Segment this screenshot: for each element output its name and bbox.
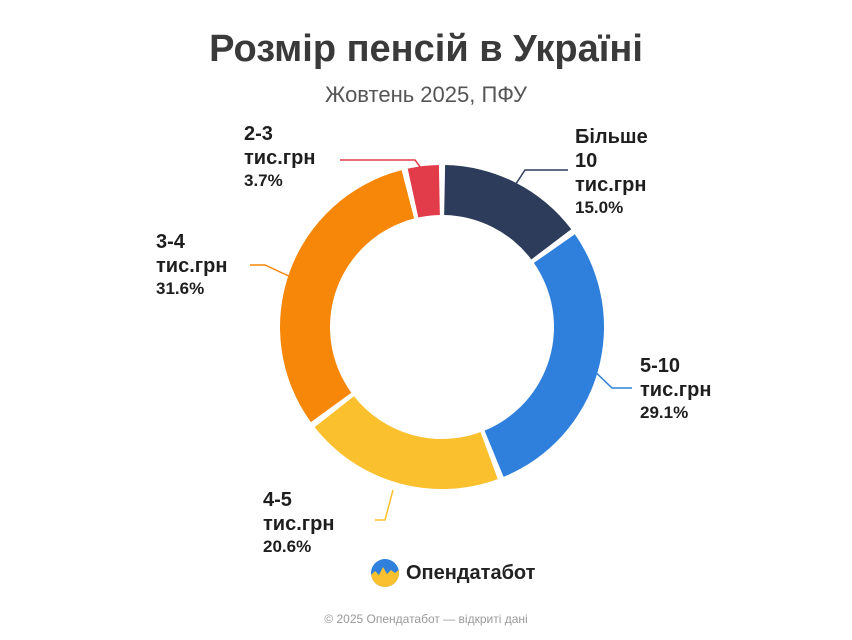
slice-label: тис.грн (244, 147, 315, 169)
donut-slice (279, 170, 415, 423)
slice-percent-label: 31.6% (156, 279, 204, 298)
slice-label: тис.грн (575, 174, 646, 196)
slice-percent-label: 15.0% (575, 198, 623, 217)
slice-label: тис.грн (640, 379, 711, 401)
slice-label: Більше (575, 126, 648, 148)
donut-slice (314, 396, 498, 490)
donut-slices (279, 165, 604, 490)
slice-label: 10 (575, 150, 597, 172)
slice-label: 4-5 (263, 489, 292, 511)
leader-line (250, 264, 294, 279)
brand: Опендатабот (370, 558, 535, 588)
brand-name: Опендатабот (406, 561, 536, 584)
donut-slice (407, 165, 440, 218)
leader-lines (250, 159, 632, 521)
leader-line (340, 159, 425, 173)
slice-label: тис.грн (156, 255, 227, 277)
footer-text: © 2025 Опендатабот — відкриті дані (324, 612, 528, 626)
opendatabot-logo-icon (371, 559, 399, 587)
chart-subtitle: Жовтень 2025, ПФУ (325, 82, 527, 107)
chart-title: Розмір пенсій в Україні (209, 28, 643, 70)
slice-label: 5-10 (640, 355, 680, 377)
slice-percent-label: 3.7% (244, 171, 283, 190)
slice-percent-label: 20.6% (263, 537, 311, 556)
donut-slice (484, 234, 604, 477)
leader-line (584, 361, 632, 389)
leader-line (375, 489, 394, 521)
slice-percent-label: 29.1% (640, 403, 688, 422)
slice-label: тис.грн (263, 513, 334, 535)
slice-labels: Більше10тис.грн15.0%5-10тис.грн29.1%4-5т… (156, 123, 711, 556)
slice-label: 3-4 (156, 231, 186, 253)
leader-line (509, 169, 568, 194)
slice-label: 2-3 (244, 123, 273, 145)
donut-slice (444, 165, 572, 260)
